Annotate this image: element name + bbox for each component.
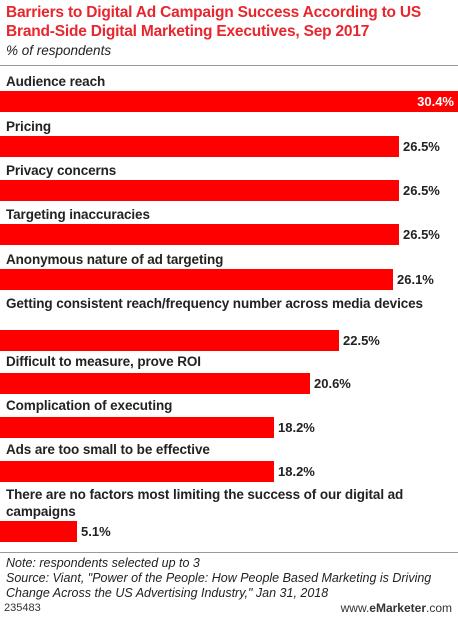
bar <box>0 330 339 351</box>
category-label: Getting consistent reach/frequency numbe… <box>6 296 423 311</box>
footer-divider <box>0 552 458 553</box>
bar <box>0 269 393 290</box>
bar <box>0 224 399 245</box>
category-label: Ads are too small to be effective <box>6 442 210 457</box>
value-label: 26.1% <box>397 272 434 287</box>
value-label: 18.2% <box>278 464 315 479</box>
bar <box>0 521 77 542</box>
chart-subtitle: % of respondents <box>6 43 112 58</box>
value-label: 26.5% <box>403 139 440 154</box>
category-label: Anonymous nature of ad targeting <box>6 252 224 267</box>
category-label: Pricing <box>6 119 52 134</box>
bar <box>0 373 310 394</box>
value-label: 18.2% <box>278 420 315 435</box>
category-label: Complication of executing <box>6 398 173 413</box>
value-label: 26.5% <box>403 183 440 198</box>
bar <box>0 91 458 112</box>
brand-prefix: www. <box>340 601 370 615</box>
value-label: 22.5% <box>343 333 380 348</box>
chart-id: 235483 <box>4 602 41 614</box>
bar <box>0 417 274 438</box>
value-label: 30.4% <box>417 94 454 109</box>
value-label: 26.5% <box>403 227 440 242</box>
title-divider <box>0 65 458 66</box>
value-label: 20.6% <box>314 376 351 391</box>
brand-logo[interactable]: www.eMarketer.com <box>341 601 452 615</box>
category-label: There are no factors most limiting the s… <box>6 487 404 519</box>
bar <box>0 180 399 201</box>
value-label: 5.1% <box>81 524 111 539</box>
bar <box>0 136 399 157</box>
category-label: Privacy concerns <box>6 163 117 178</box>
category-label: Targeting inaccuracies <box>6 207 150 222</box>
brand-suffix: .com <box>425 601 452 615</box>
brand-name: eMarketer <box>369 601 426 615</box>
chart-title: Barriers to Digital Ad Campaign Success … <box>6 4 422 40</box>
category-label: Difficult to measure, prove ROI <box>6 354 201 369</box>
source-text: Source: Viant, "Power of the People: How… <box>6 571 432 600</box>
bar <box>0 461 274 482</box>
note-text: Note: respondents selected up to 3 <box>6 556 200 570</box>
category-label: Audience reach <box>6 74 106 89</box>
footnote: Note: respondents selected up to 3 Sourc… <box>6 556 452 601</box>
